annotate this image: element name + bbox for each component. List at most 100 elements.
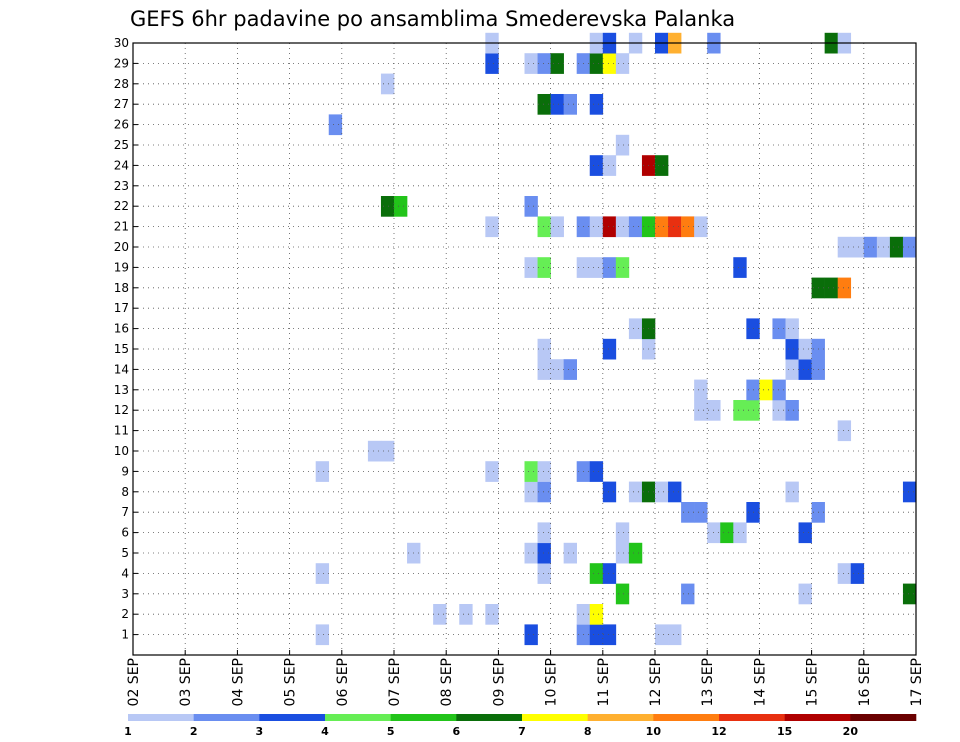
heatmap-cell [837, 420, 852, 442]
y-tick-label: 16 [114, 322, 129, 336]
heatmap-cell [902, 583, 917, 605]
heatmap-cell [589, 563, 604, 584]
heatmap-cell [485, 53, 499, 74]
heatmap-cell [668, 216, 682, 238]
heatmap-cell [589, 53, 604, 74]
heatmap-cell [798, 359, 812, 380]
heatmap-cell [537, 338, 551, 360]
heatmap-cell [720, 522, 734, 544]
colorbar-swatch [522, 714, 588, 721]
heatmap-cell [628, 216, 643, 238]
y-tick-label: 29 [114, 56, 129, 70]
x-tick-label: 02 SEP [126, 658, 142, 706]
heatmap-cell [550, 53, 564, 74]
colorbar-swatch [784, 714, 851, 721]
heatmap-cell [785, 481, 799, 503]
heatmap-cell [459, 604, 473, 625]
colorbar-swatch [587, 714, 654, 721]
heatmap-cell [589, 461, 604, 482]
heatmap-cell [602, 155, 617, 176]
heatmap-cell [563, 94, 577, 115]
heatmap-cell [537, 563, 551, 584]
x-tick-label: 17 SEP [909, 658, 925, 706]
heatmap-cell [902, 481, 917, 503]
heatmap-cell [655, 216, 669, 238]
heatmap-cell [785, 318, 799, 340]
heatmap-cell [772, 318, 786, 340]
y-tick-label: 5 [121, 546, 129, 560]
chart-title: GEFS 6hr padavine po ansamblima Smederev… [130, 7, 735, 31]
heatmap-cell [850, 563, 865, 584]
heatmap-cell [380, 440, 395, 462]
heatmap-cell [602, 257, 617, 278]
heatmap-cell [315, 563, 330, 584]
heatmap-cell [602, 481, 617, 503]
x-tick-label: 07 SEP [387, 658, 403, 706]
colorbar-label: 2 [190, 725, 198, 738]
heatmap-cells [315, 32, 917, 646]
heatmap-cell [668, 624, 682, 646]
heatmap-cell [602, 216, 617, 238]
colorbar-label: 6 [453, 725, 461, 738]
y-axis-ticks: 1234567891011121314151617181920212223242… [114, 36, 138, 642]
heatmap-cell [433, 604, 447, 625]
colorbar-swatch [390, 714, 457, 721]
heatmap-cell [837, 563, 852, 584]
heatmap-cell [524, 196, 538, 217]
x-tick-label: 09 SEP [491, 658, 507, 706]
heatmap-cell [537, 53, 551, 74]
heatmap-cell [550, 359, 564, 380]
heatmap-cell [798, 338, 812, 360]
heatmap-cell [798, 583, 812, 605]
heatmap-cell [615, 583, 630, 605]
x-tick-label: 13 SEP [700, 658, 716, 706]
y-tick-label: 19 [114, 260, 129, 274]
heatmap-cell [602, 624, 617, 646]
y-tick-label: 4 [121, 566, 129, 580]
y-tick-label: 30 [114, 36, 129, 50]
y-tick-label: 7 [121, 505, 129, 519]
heatmap-cell [485, 604, 499, 625]
x-tick-label: 14 SEP [752, 658, 768, 706]
heatmap-cell [694, 379, 708, 401]
heatmap-cell [733, 522, 747, 544]
heatmap-cell [589, 604, 604, 625]
colorbar-label: 20 [843, 725, 859, 738]
colorbar-swatch [325, 714, 391, 721]
plot-frame [132, 42, 917, 656]
y-tick-label: 12 [114, 403, 129, 417]
y-tick-label: 13 [114, 383, 129, 397]
heatmap-cell [537, 522, 551, 544]
heatmap-cell [655, 155, 669, 176]
heatmap-cell [655, 481, 669, 503]
heatmap-cell [615, 522, 630, 544]
heatmap-cell [485, 461, 499, 482]
y-tick-label: 20 [114, 240, 129, 254]
heatmap-cell [537, 216, 551, 238]
x-tick-label: 04 SEP [230, 658, 246, 706]
heatmap-cell [785, 338, 799, 360]
x-tick-label: 06 SEP [335, 658, 351, 706]
y-tick-label: 26 [114, 118, 129, 132]
y-tick-label: 18 [114, 281, 129, 295]
y-tick-label: 14 [114, 362, 129, 376]
heatmap-cell [537, 461, 551, 482]
heatmap-cell [602, 53, 617, 74]
heatmap-cell [615, 542, 630, 564]
heatmap-cell [615, 53, 630, 74]
heatmap-cell [837, 277, 852, 299]
heatmap-cell [694, 502, 708, 523]
heatmap-cell [563, 359, 577, 380]
x-tick-label: 05 SEP [283, 658, 299, 706]
y-tick-label: 23 [114, 179, 129, 193]
heatmap-cell [733, 257, 747, 278]
heatmap-cell [628, 542, 643, 564]
heatmap-cell [537, 257, 551, 278]
colorbar-label: 12 [711, 725, 726, 738]
y-tick-label: 1 [121, 628, 129, 642]
heatmap-cell [589, 216, 604, 238]
grid-lines [133, 43, 916, 655]
heatmap-cell [837, 236, 852, 258]
heatmap-cell [602, 563, 617, 584]
